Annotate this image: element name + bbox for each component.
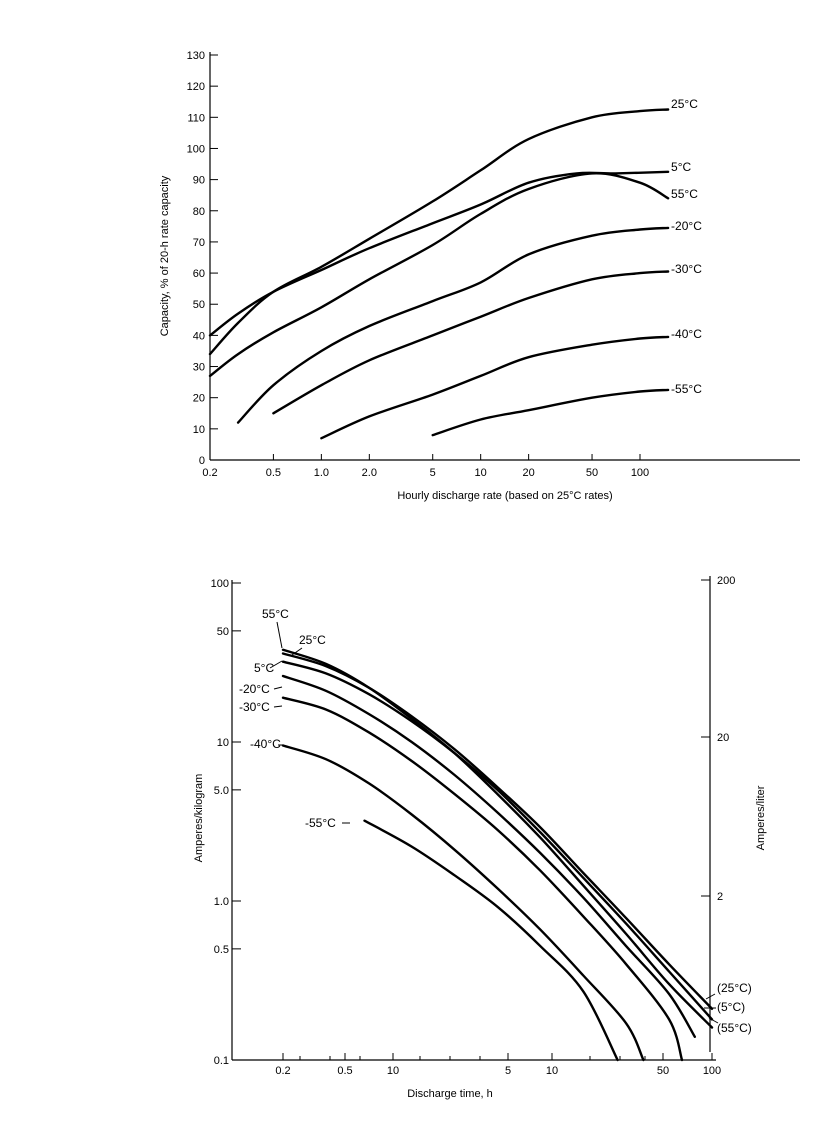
top-y-tick-label: 10 xyxy=(193,424,205,436)
bottom-end-label-5c: (5°C) xyxy=(717,1000,745,1014)
bottom-left-y-tick-label: 0.5 xyxy=(214,944,229,956)
bottom-curve-minus-55c xyxy=(363,819,619,1062)
top-x-tick-label: 0.2 xyxy=(202,467,217,479)
bottom-left-y-tick-label: 1.0 xyxy=(214,896,229,908)
top-y-tick-label: 50 xyxy=(193,299,205,311)
bottom-end-label-leader xyxy=(708,1017,719,1024)
bottom-curve-25c xyxy=(281,652,714,1010)
top-y-tick-label: 100 xyxy=(187,143,205,155)
bottom-curve-minus-30c xyxy=(281,696,684,1062)
top-y-tick-label: 60 xyxy=(193,268,205,280)
bottom-end-label-leader xyxy=(705,993,716,1000)
top-curve-labels: 25°C 5°C 55°C -20°C -30°C -40°C -55°C xyxy=(671,97,702,396)
bottom-curve-label-5c: 5°C xyxy=(254,661,274,675)
top-y-tick-label: 40 xyxy=(193,330,205,342)
top-y-tick-label: 130 xyxy=(187,50,205,62)
top-curve-label-55c: 55°C xyxy=(671,187,698,201)
top-curve-minus-55c xyxy=(431,388,670,437)
top-curve-label-25c: 25°C xyxy=(671,97,698,111)
top-curve-label-5c: 5°C xyxy=(671,160,691,174)
bottom-x-tick-label: 0.5 xyxy=(337,1065,352,1077)
top-curve-minus-40c xyxy=(320,335,670,440)
top-x-tick-label: 50 xyxy=(586,467,598,479)
top-y-tick-label: 30 xyxy=(193,362,205,374)
bottom-x-tick-label: 10 xyxy=(387,1065,399,1077)
bottom-curve-label-55c: 55°C xyxy=(262,607,289,621)
top-y-tick-label: 90 xyxy=(193,175,205,187)
bottom-right-y-tick-label: 20 xyxy=(717,732,729,744)
top-curve-minus-20c xyxy=(236,226,670,424)
bottom-x-tick-label: 5 xyxy=(505,1065,511,1077)
top-x-tick-label: 5 xyxy=(430,467,436,479)
bottom-curve-label-minus-30c: -30°C xyxy=(239,700,270,714)
top-y-tick-label: 0 xyxy=(199,455,205,467)
bottom-end-label-25c: (25°C) xyxy=(717,981,752,995)
bottom-curve-labels: 55°C (55°C) 25°C (25°C) 5°C (5°C) -20°C -30°C -4… xyxy=(239,607,752,1035)
top-y-axis-title: Capacity, % of 20-h rate capacity xyxy=(159,175,171,336)
bottom-y-axis-title-left: Amperes/kilogram xyxy=(193,774,205,863)
bottom-right-y-tick-label: 200 xyxy=(717,575,735,587)
current-chart: 0.1 0.5 1.0 5.0 10 50 100 2 20 200 0.2 0.5 10 5 10 50… xyxy=(193,575,767,1100)
bottom-curve-minus-40c xyxy=(281,744,645,1062)
bottom-curves xyxy=(281,648,714,1062)
top-y-tick-label: 110 xyxy=(187,112,205,124)
bottom-label-leader xyxy=(273,686,283,690)
top-x-axis-title: Hourly discharge rate (based on 25°C rat… xyxy=(397,490,612,502)
top-curves xyxy=(208,108,670,440)
top-x-tick-label: 2.0 xyxy=(362,467,377,479)
top-y-tick-label: 70 xyxy=(193,237,205,249)
top-x-tick-label: 20 xyxy=(523,467,535,479)
bottom-left-y-tick-label: 5.0 xyxy=(214,785,229,797)
bottom-label-leader xyxy=(269,660,283,669)
top-curve-label-minus-20c: -20°C xyxy=(671,219,702,233)
bottom-label-leader xyxy=(291,647,303,656)
top-x-tick-label: 1.0 xyxy=(314,467,329,479)
bottom-right-y-tick-label: 2 xyxy=(717,891,723,903)
bottom-x-tick-label: 100 xyxy=(703,1065,721,1077)
bottom-curve-label-minus-20c: -20°C xyxy=(239,682,270,696)
top-x-ticks: 0.2 0.5 1.0 2.0 5 10 20 50 100 xyxy=(202,454,649,479)
top-y-tick-label: 20 xyxy=(193,393,205,405)
top-curve-55c xyxy=(208,172,670,378)
top-y-ticks: 0 10 20 30 40 50 60 70 80 90 100 110 120 130 xyxy=(187,50,218,467)
bottom-curve-label-25c: 25°C xyxy=(299,633,326,647)
bottom-left-y-tick-label: 10 xyxy=(217,737,229,749)
top-curve-minus-30c xyxy=(272,270,670,415)
top-curve-label-minus-30c: -30°C xyxy=(671,262,702,276)
bottom-left-y-tick-label: 100 xyxy=(211,578,229,590)
bottom-x-ticks: 0.2 0.5 10 5 10 50 100 xyxy=(275,1053,721,1077)
top-curve-label-minus-40c: -40°C xyxy=(671,327,702,341)
bottom-end-label-55c: (55°C) xyxy=(717,1021,752,1035)
bottom-label-leader xyxy=(276,621,283,649)
bottom-right-y-ticks: 2 20 200 xyxy=(701,575,735,903)
capacity-chart: 0 10 20 30 40 50 60 70 80 90 100 110 120 130 0.2 0.5 1.… xyxy=(159,50,800,502)
top-x-tick-label: 10 xyxy=(475,467,487,479)
bottom-curve-label-minus-40c: -40°C xyxy=(250,737,281,751)
bottom-y-axis-title-right: Amperes/liter xyxy=(755,785,767,850)
top-x-tick-label: 0.5 xyxy=(266,467,281,479)
bottom-x-tick-label: 50 xyxy=(657,1065,669,1077)
bottom-left-y-tick-label: 50 xyxy=(217,626,229,638)
bottom-x-tick-label: 0.2 xyxy=(275,1065,290,1077)
bottom-label-leader xyxy=(273,705,283,708)
bottom-left-y-ticks: 0.1 0.5 1.0 5.0 10 50 100 xyxy=(211,578,241,1067)
top-x-tick-label: 100 xyxy=(631,467,649,479)
bottom-curve-minus-20c xyxy=(281,674,696,1038)
bottom-curve-5c xyxy=(281,660,714,1021)
top-y-tick-label: 80 xyxy=(193,206,205,218)
top-curve-label-minus-55c: -55°C xyxy=(671,382,702,396)
top-curve-25c xyxy=(208,108,670,356)
bottom-left-y-tick-label: 0.1 xyxy=(214,1055,229,1067)
bottom-x-axis-title: Discharge time, h xyxy=(407,1088,493,1100)
top-y-tick-label: 120 xyxy=(187,81,205,93)
bottom-x-tick-label: 10 xyxy=(546,1065,558,1077)
bottom-curve-label-minus-55c: -55°C xyxy=(305,816,336,830)
